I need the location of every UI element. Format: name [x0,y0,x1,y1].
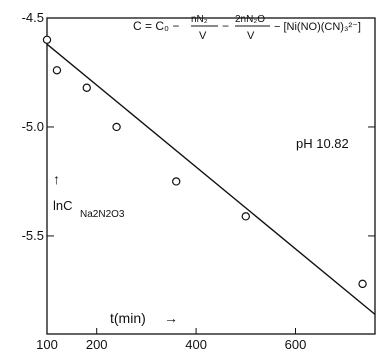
ph-annotation: pH 10.82 [296,136,349,151]
ticks [46,17,375,334]
ylabel-prefix: lnC [53,198,73,213]
equation-term1-denominator: V [199,30,207,42]
y-tick-label: -4.5 [22,10,44,25]
ylabel-subscript: Na2N2O3 [80,209,125,220]
data-point [358,279,367,289]
equation-lhs: C = C₀ − [133,19,179,33]
xlabel-arrow: → [164,310,178,326]
data-point [82,83,91,92]
y-tick-label: -5.0 [22,119,44,134]
x-tick-label: 600 [285,337,307,351]
y-tick-labels: -4.5 -5.0 -5.5 [22,10,44,243]
y-tick-label: -5.5 [22,228,44,243]
equation-term1-numerator: nN₂ [191,14,208,25]
equation-minus: − [222,19,229,33]
x-tick-label: 200 [86,337,108,351]
data-point [172,177,181,186]
data-point [42,35,52,44]
equation-tail: − [Ni(NO)(CN)₃²⁻] [274,21,361,33]
plot-frame [46,17,376,335]
x-tick-label: 400 [185,337,207,351]
equation-term2-numerator: 2nN₂O [235,14,265,25]
x-tick-labels: 100 200 400 600 [36,337,306,351]
ylabel-arrow: ↑ [53,171,60,187]
x-tick-label: 100 [36,337,58,351]
xlabel: t(min) [110,310,146,326]
equation-term2-denominator: V [247,30,255,42]
data-point [52,66,62,75]
data-point [241,212,250,221]
data-points [42,35,367,289]
fit-line [46,43,376,315]
data-point [112,122,121,132]
